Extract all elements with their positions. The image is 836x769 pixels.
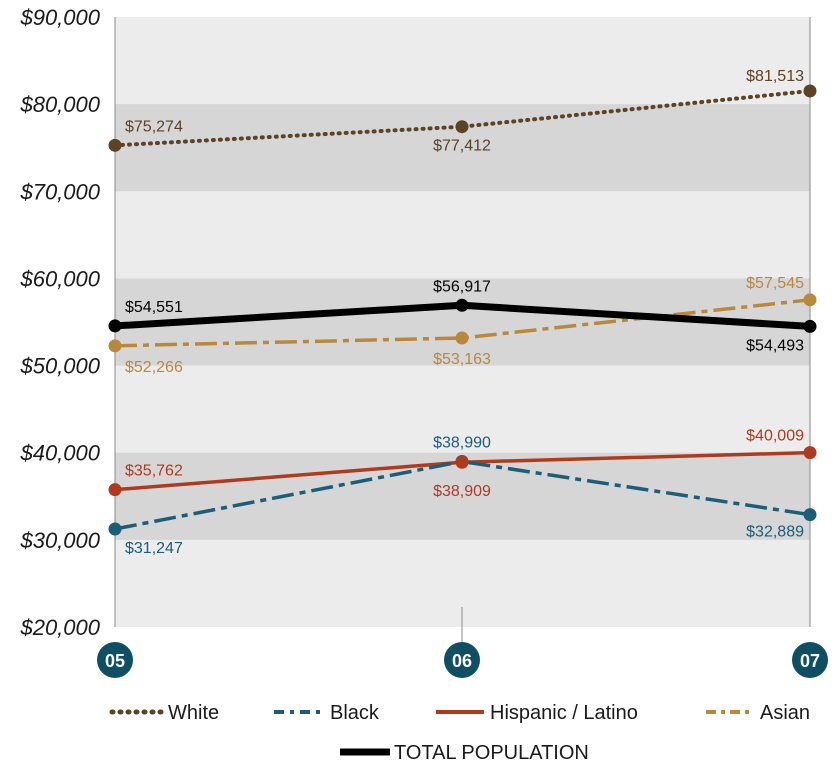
y-tick-label: $40,000 <box>19 441 100 466</box>
data-point-total <box>108 319 122 333</box>
data-point-total <box>803 319 817 333</box>
data-label-asian: $53,163 <box>433 351 491 368</box>
x-label-badge <box>792 642 828 678</box>
data-label-white: $75,274 <box>125 118 183 135</box>
y-tick-label: $20,000 <box>19 615 100 640</box>
data-label-hispanic: $38,909 <box>433 483 491 500</box>
y-tick-label: $50,000 <box>19 354 100 379</box>
data-labels: $75,274 $77,412 $81,513 $31,247 $38,990 $32,8… <box>125 68 804 557</box>
data-point-white <box>108 138 122 152</box>
data-label-white: $77,412 <box>433 138 491 155</box>
data-label-black: $32,889 <box>746 524 804 541</box>
data-point-asian <box>803 293 817 307</box>
x-label-badge <box>444 642 480 678</box>
data-label-asian: $57,545 <box>746 275 804 292</box>
data-label-hispanic: $35,762 <box>125 463 183 480</box>
legend-label-white: White <box>168 702 219 724</box>
y-tick-label: $70,000 <box>19 179 100 204</box>
x-label-06: 06 <box>452 651 472 671</box>
legend: White Black Hispanic / Latino Asian TOTAL PO… <box>109 702 810 764</box>
data-label-total: $56,917 <box>433 278 491 295</box>
data-point-total <box>455 298 469 312</box>
right-margin-edge <box>812 10 836 769</box>
legend-label-black: Black <box>330 702 380 724</box>
data-label-black: $38,990 <box>433 435 491 452</box>
data-label-total: $54,493 <box>746 337 804 354</box>
data-points <box>108 84 817 536</box>
legend-label-total: TOTAL POPULATION <box>394 742 589 764</box>
x-label-badge <box>97 642 133 678</box>
x-axis-labels: 05 06 07 <box>97 642 828 678</box>
data-label-hispanic: $40,009 <box>746 428 804 445</box>
data-label-white: $81,513 <box>746 68 804 85</box>
series-line-asian <box>114 298 811 348</box>
legend-label-hispanic: Hispanic / Latino <box>490 702 638 724</box>
band-shade <box>115 104 810 192</box>
y-tick-label: $30,000 <box>19 528 100 553</box>
legend-label-asian: Asian <box>760 702 810 724</box>
data-point-white <box>803 84 817 98</box>
data-label-asian: $52,266 <box>125 359 183 376</box>
x-label-07: 07 <box>800 651 820 671</box>
y-axis-ticks: $20,000 $30,000 $40,000 $50,000 $60,000 $70,0… <box>19 5 100 640</box>
data-point-hispanic <box>455 455 469 469</box>
data-point-asian <box>108 339 122 353</box>
data-point-white <box>455 120 469 134</box>
data-label-black: $31,247 <box>125 540 183 557</box>
data-label-total: $54,551 <box>125 299 183 316</box>
data-point-black <box>108 522 122 536</box>
x-label-05: 05 <box>105 651 125 671</box>
data-point-black <box>803 508 817 522</box>
data-point-hispanic <box>803 446 817 460</box>
y-tick-label: $80,000 <box>19 92 100 117</box>
y-tick-label: $60,000 <box>19 266 100 291</box>
y-tick-label: $90,000 <box>19 5 100 30</box>
series-line-white <box>113 88 812 148</box>
data-point-hispanic <box>108 483 122 497</box>
data-point-asian <box>455 331 469 345</box>
